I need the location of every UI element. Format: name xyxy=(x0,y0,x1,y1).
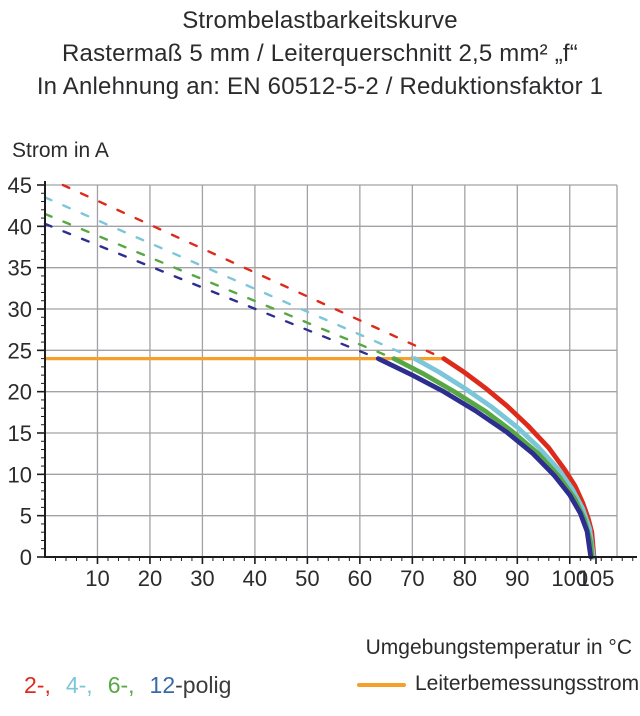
legend-item-4: 4-, xyxy=(65,672,93,698)
legend-pole-counts: 2-, 4-, 6-, 12 -polig xyxy=(24,672,231,699)
x-tick-label: 100 xyxy=(551,566,588,591)
y-tick-label: 10 xyxy=(8,462,32,487)
series-dashed-12-polig xyxy=(43,222,380,360)
rated-current-swatch-line xyxy=(357,683,406,687)
x-tick-label: 60 xyxy=(348,566,372,591)
x-tick-label: 50 xyxy=(295,566,319,591)
y-tick-label: 5 xyxy=(20,504,32,529)
rated-current-label: Leiterbemessungsstrom xyxy=(415,672,640,695)
y-axis-title: Strom in A xyxy=(12,139,109,162)
chart-title-line-3: In Anlehnung an: EN 60512-5-2 / Reduktio… xyxy=(36,73,604,100)
series-solid-12-polig xyxy=(375,356,594,560)
y-tick-label: 40 xyxy=(8,214,32,239)
legend-rated-current: Leiterbemessungsstrom xyxy=(357,672,639,696)
series-dashed-2-polig xyxy=(61,183,446,360)
chart-title-line-1: Strombelastbarkeitskurve xyxy=(182,7,458,34)
x-tick-label: 20 xyxy=(138,566,162,591)
y-tick-label: 45 xyxy=(8,173,32,198)
series-dashed-6-polig xyxy=(43,212,396,360)
series-solid-6-polig xyxy=(391,356,595,560)
chart-area: 10 20 30 40 50 60 70 80 90 100 105 0 5 10 15 20 25 30 35 40… xyxy=(0,132,640,597)
legend-item-12: 12 xyxy=(149,672,176,698)
x-tick-label: 105 xyxy=(578,566,615,591)
x-axis-title: Umgebungstemperatur in °C xyxy=(365,636,632,659)
legend-item-2: 2-, xyxy=(24,672,51,698)
legend-item-polig: -polig xyxy=(175,672,232,698)
chart-title-line-2: Rastermaß 5 mm / Leiterquerschnitt 2,5 m… xyxy=(62,40,578,67)
series-dashed-4-polig xyxy=(43,196,417,360)
chart-title-block: Strombelastbarkeitskurve Rastermaß 5 mm … xyxy=(0,4,640,103)
y-tick-label: 30 xyxy=(8,297,32,322)
y-tick-label: 35 xyxy=(8,256,32,281)
y-tick-label: 20 xyxy=(8,380,32,405)
x-tick-label: 90 xyxy=(505,566,529,591)
x-tick-label: 40 xyxy=(243,566,267,591)
x-tick-label: 30 xyxy=(190,566,214,591)
x-tick-label: 70 xyxy=(400,566,424,591)
y-tick-label: 0 xyxy=(20,545,32,570)
y-tick-label: 15 xyxy=(8,421,32,446)
y-tick-label: 25 xyxy=(8,338,32,363)
x-tick-label: 10 xyxy=(85,566,109,591)
legend-item-6: 6-, xyxy=(107,672,135,698)
x-tick-label: 80 xyxy=(453,566,477,591)
